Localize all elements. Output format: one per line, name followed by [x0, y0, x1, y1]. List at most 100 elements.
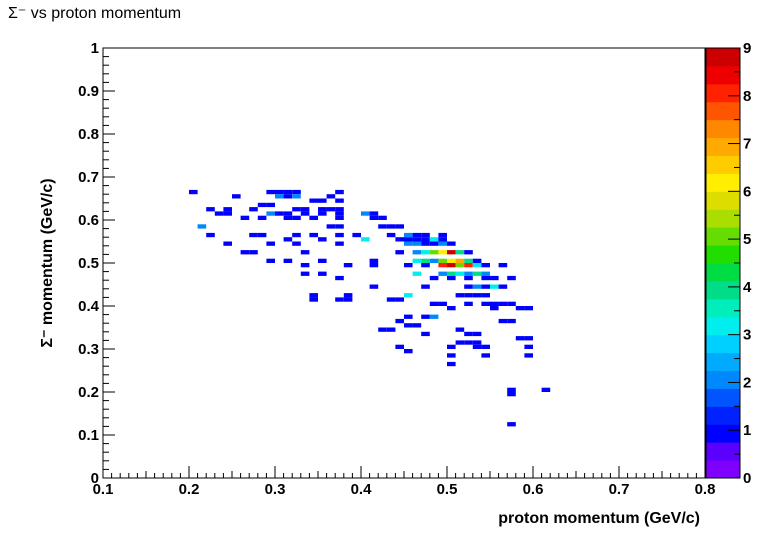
- heatmap-bin: [404, 293, 413, 298]
- heatmap-bin: [472, 293, 482, 298]
- heatmap-bin: [318, 207, 327, 212]
- heatmap-bin: [447, 275, 456, 281]
- heatmap-bin: [438, 241, 447, 246]
- heatmap-bin: [266, 258, 275, 263]
- x-tick-label: 0.8: [695, 481, 716, 498]
- heatmap-bin: [507, 392, 516, 397]
- heatmap-bin: [421, 331, 430, 337]
- colorbar-tick-label: 1: [743, 422, 751, 439]
- heatmap-bin: [438, 301, 447, 306]
- colorbar-segment: [706, 119, 740, 139]
- heatmap-bin: [326, 207, 336, 212]
- heatmap-bin: [421, 284, 430, 289]
- colorbar-segment: [706, 48, 740, 67]
- heatmap-bin: [464, 340, 473, 345]
- heatmap-bin: [343, 293, 353, 298]
- heatmap-bin: [378, 327, 387, 332]
- chart-title: Σ⁻ vs proton momentum: [8, 5, 182, 22]
- heatmap-bin: [455, 327, 465, 332]
- heatmap-bin: [490, 301, 499, 306]
- heatmap-bin: [326, 194, 336, 199]
- colorbar-segment: [706, 245, 740, 264]
- heatmap-bin: [421, 258, 430, 263]
- colorbar-segment: [706, 460, 740, 479]
- y-tick-label: 0.3: [78, 341, 99, 358]
- heatmap-bin: [404, 314, 413, 319]
- heatmap-bin: [283, 194, 293, 199]
- heatmap-bin: [507, 422, 516, 427]
- heatmap-bin: [429, 237, 439, 242]
- heatmap-bin: [524, 306, 533, 311]
- heatmap-bin: [223, 241, 232, 246]
- heatmap-bin: [429, 301, 439, 306]
- heatmap-bin: [266, 189, 275, 195]
- heatmap-bin: [326, 224, 336, 229]
- heatmap-bin: [335, 224, 344, 229]
- heatmap-bin: [369, 215, 379, 220]
- y-tick-label: 0: [91, 470, 99, 487]
- heatmap-bin: [335, 232, 344, 238]
- heatmap-bin: [232, 194, 241, 199]
- heatmap-bin: [266, 241, 275, 246]
- heatmap-bin: [361, 237, 370, 242]
- heatmap-bin: [309, 293, 318, 298]
- x-tick-label: 0.4: [351, 481, 373, 498]
- heatmap-bin: [455, 258, 465, 263]
- heatmap-bin: [412, 271, 422, 276]
- heatmap-bin: [369, 211, 379, 216]
- heatmap-bin: [438, 271, 447, 276]
- heatmap-bin: [412, 323, 422, 328]
- heatmap-bin: [223, 211, 232, 216]
- y-tick-label: 0.2: [78, 384, 99, 401]
- heatmap-bin: [378, 215, 387, 220]
- heatmap-bin: [309, 232, 318, 238]
- heatmap-bin: [378, 224, 387, 229]
- heatmap-bin: [472, 344, 482, 349]
- heatmap-bin: [292, 194, 301, 199]
- colorbar-tick-label: 5: [743, 231, 751, 248]
- heatmap-bin: [395, 250, 404, 255]
- heatmap-bin: [464, 271, 473, 276]
- heatmap-bin: [300, 211, 310, 216]
- heatmap-bin: [515, 336, 525, 341]
- heatmap-bin: [343, 297, 353, 302]
- colorbar-segment: [706, 316, 740, 336]
- heatmap-bin: [335, 211, 344, 216]
- colorbar-segment: [706, 227, 740, 246]
- heatmap-bin: [292, 232, 301, 238]
- y-tick-label: 1: [91, 40, 99, 57]
- heatmap-bin: [498, 301, 508, 306]
- heatmap-bin: [481, 353, 490, 358]
- heatmap-bin: [395, 237, 404, 242]
- heatmap-bin: [395, 344, 404, 349]
- colorbar-segment: [706, 370, 740, 389]
- heatmap-bin: [421, 237, 430, 242]
- heatmap-bin: [447, 306, 456, 311]
- heatmap-bin: [507, 387, 516, 392]
- heatmap-bin: [292, 215, 301, 220]
- heatmap-bin: [352, 232, 361, 238]
- heatmap-bin: [335, 275, 344, 281]
- heatmap-bin: [515, 306, 525, 311]
- heatmap-bin: [240, 215, 250, 220]
- heatmap-bin: [404, 241, 413, 246]
- heatmap-bin: [335, 215, 344, 220]
- heatmap-bin: [498, 284, 508, 289]
- heatmap-bin: [249, 250, 258, 255]
- colorbar-segment: [706, 424, 740, 443]
- colorbar-segment: [706, 83, 740, 103]
- heatmap-bin: [490, 306, 499, 311]
- colorbar-segment: [706, 155, 740, 174]
- colorbar-tick-label: 9: [743, 40, 751, 57]
- heatmap-bin: [438, 237, 447, 242]
- x-tick-label: 0.3: [265, 481, 286, 498]
- heatmap-bin: [309, 215, 318, 220]
- heatmap-bin: [361, 211, 370, 216]
- x-tick-label: 0.7: [609, 481, 630, 498]
- heatmap-bin: [386, 297, 396, 302]
- heatmap-bin: [524, 344, 533, 349]
- heatmap-bin: [395, 224, 404, 229]
- histogram-bins: [189, 189, 551, 427]
- heatmap-bin: [481, 271, 490, 276]
